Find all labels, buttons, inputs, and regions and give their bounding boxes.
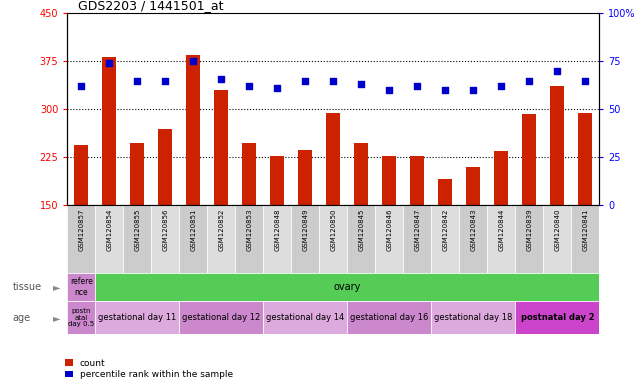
Bar <box>354 143 369 301</box>
Bar <box>382 156 396 301</box>
Text: GSM120839: GSM120839 <box>526 209 532 252</box>
Point <box>272 85 283 91</box>
Bar <box>298 150 312 301</box>
Text: GSM120856: GSM120856 <box>162 209 169 251</box>
Bar <box>235 205 263 273</box>
Point <box>300 78 310 84</box>
Bar <box>67 301 96 334</box>
Text: age: age <box>13 313 31 323</box>
Bar <box>179 205 207 273</box>
Bar <box>571 205 599 273</box>
Bar <box>74 145 88 301</box>
Bar <box>438 179 453 301</box>
Bar <box>376 205 403 273</box>
Point <box>468 87 478 93</box>
Text: ►: ► <box>53 313 61 323</box>
Text: GSM120845: GSM120845 <box>358 209 364 251</box>
Point <box>496 83 506 89</box>
Bar <box>242 143 256 301</box>
Bar <box>347 301 431 334</box>
Bar <box>494 151 508 301</box>
Bar <box>326 113 340 301</box>
Text: GSM120853: GSM120853 <box>246 209 253 251</box>
Point <box>384 87 394 93</box>
Text: GSM120852: GSM120852 <box>219 209 224 251</box>
Point <box>104 60 115 66</box>
Text: gestational day 11: gestational day 11 <box>98 313 176 322</box>
Text: gestational day 12: gestational day 12 <box>182 313 260 322</box>
Bar <box>214 90 228 301</box>
Point <box>244 83 254 89</box>
Text: GSM120854: GSM120854 <box>106 209 112 251</box>
Text: GDS2203 / 1441501_at: GDS2203 / 1441501_at <box>78 0 224 12</box>
Point <box>440 87 451 93</box>
Bar <box>96 205 123 273</box>
Bar <box>207 205 235 273</box>
Bar <box>187 55 201 301</box>
Bar <box>515 301 599 334</box>
Bar <box>130 143 144 301</box>
Bar <box>291 205 319 273</box>
Text: GSM120855: GSM120855 <box>135 209 140 251</box>
Bar <box>123 205 151 273</box>
Bar <box>551 86 564 301</box>
Text: gestational day 18: gestational day 18 <box>434 313 513 322</box>
Bar <box>151 205 179 273</box>
Legend: count, percentile rank within the sample: count, percentile rank within the sample <box>65 359 233 379</box>
Bar <box>347 205 376 273</box>
Text: ►: ► <box>53 282 61 292</box>
Text: GSM120841: GSM120841 <box>582 209 588 251</box>
Text: refere
nce: refere nce <box>70 277 93 297</box>
Point <box>524 78 535 84</box>
Bar <box>67 273 96 301</box>
Bar <box>544 205 571 273</box>
Bar <box>515 205 544 273</box>
Text: tissue: tissue <box>13 282 42 292</box>
Point <box>216 76 226 82</box>
Bar <box>487 205 515 273</box>
Point <box>132 78 142 84</box>
Bar <box>271 156 285 301</box>
Bar <box>158 129 172 301</box>
Point <box>356 81 367 88</box>
Bar <box>403 205 431 273</box>
Text: postn
atal
day 0.5: postn atal day 0.5 <box>68 308 94 327</box>
Point <box>412 83 422 89</box>
Bar <box>319 205 347 273</box>
Point <box>160 78 171 84</box>
Text: GSM120851: GSM120851 <box>190 209 196 251</box>
Text: GSM120847: GSM120847 <box>414 209 420 251</box>
Text: gestational day 16: gestational day 16 <box>350 313 429 322</box>
Point <box>76 83 87 89</box>
Text: GSM120840: GSM120840 <box>554 209 560 251</box>
Point <box>552 68 562 74</box>
Text: GSM120857: GSM120857 <box>78 209 85 251</box>
Text: GSM120842: GSM120842 <box>442 209 448 251</box>
Text: ovary: ovary <box>333 282 361 292</box>
Point <box>188 58 199 65</box>
Text: postnatal day 2: postnatal day 2 <box>520 313 594 322</box>
Text: GSM120844: GSM120844 <box>498 209 504 251</box>
Bar <box>410 156 424 301</box>
Text: gestational day 14: gestational day 14 <box>266 313 344 322</box>
Bar <box>103 57 116 301</box>
Bar <box>522 114 537 301</box>
Bar <box>460 205 487 273</box>
Text: GSM120846: GSM120846 <box>387 209 392 251</box>
Bar <box>431 301 515 334</box>
Bar <box>263 301 347 334</box>
Text: GSM120843: GSM120843 <box>470 209 476 251</box>
Bar <box>96 301 179 334</box>
Text: GSM120849: GSM120849 <box>303 209 308 251</box>
Point <box>328 78 338 84</box>
Bar <box>578 113 592 301</box>
Point <box>580 78 590 84</box>
Text: GSM120850: GSM120850 <box>330 209 337 251</box>
Bar <box>263 205 291 273</box>
Bar <box>467 167 480 301</box>
Bar <box>179 301 263 334</box>
Bar <box>431 205 460 273</box>
Text: GSM120848: GSM120848 <box>274 209 280 251</box>
Bar <box>67 205 96 273</box>
